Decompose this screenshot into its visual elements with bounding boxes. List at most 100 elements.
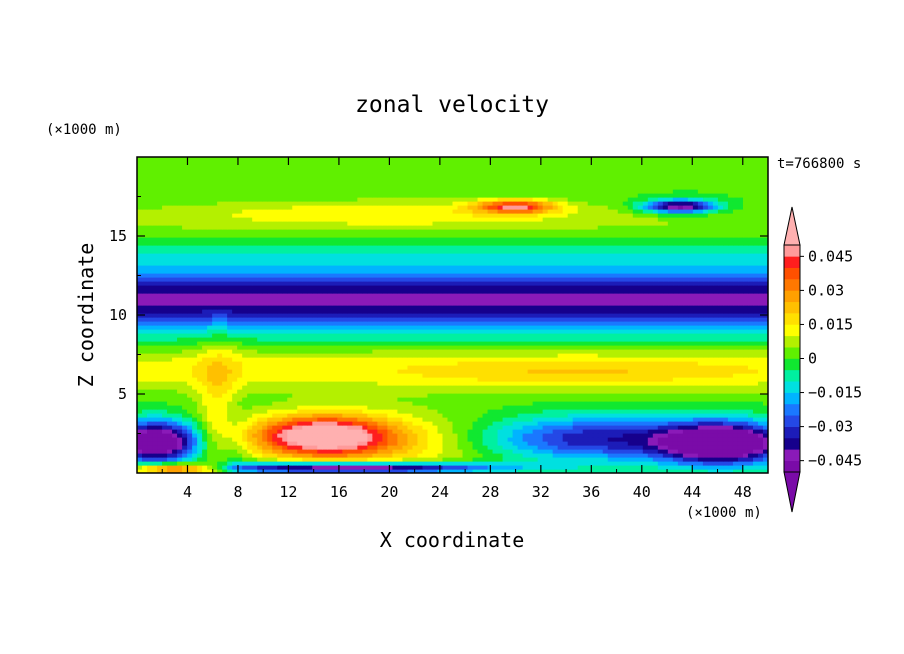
field-cell [192,457,198,462]
field-cell [392,381,399,386]
field-cell [532,317,539,322]
field-cell [292,445,298,450]
field-cell [592,357,599,362]
field-cell [207,461,213,466]
field-cell [262,353,268,358]
field-cell [707,453,714,458]
field-cell [222,417,228,422]
field-cell [447,333,454,338]
field-cell [202,453,208,458]
field-cell [357,329,363,334]
field-cell [717,457,724,462]
field-cell [432,469,439,473]
field-cell [757,349,764,354]
field-cell [322,405,328,410]
field-cell [257,361,263,366]
field-cell [507,465,514,470]
field-cell [422,325,429,330]
field-cell [462,369,469,374]
field-cell [397,349,404,354]
field-cell [262,409,268,414]
field-cell [752,317,759,322]
field-cell [442,453,449,458]
field-cell [502,453,509,458]
field-cell [332,425,338,430]
field-cell [587,341,594,346]
field-cell [532,313,539,318]
field-cell [197,429,203,434]
field-cell [757,341,764,346]
field-cell [327,365,333,370]
field-cell [662,437,669,442]
field-cell [757,345,764,350]
field-cell [742,325,749,330]
field-cell [417,369,424,374]
field-cell [157,421,163,426]
field-cell [382,445,388,450]
field-cell [752,381,759,386]
field-cell [432,357,439,362]
field-cell [212,401,218,406]
field-cell [312,421,318,426]
field-cell [632,381,639,386]
field-cell [232,361,238,366]
field-cell [462,365,469,370]
field-cell [272,449,278,454]
field-cell [642,429,649,434]
field-cell [762,437,768,442]
field-cell [562,317,569,322]
field-cell [382,437,388,442]
field-cell [647,357,654,362]
field-cell [652,365,659,370]
field-cell [452,433,459,438]
field-cell [362,405,368,410]
field-cell [532,397,539,402]
field-cell [552,345,559,350]
field-cell [397,341,404,346]
field-cell [627,461,634,466]
field-cell [472,341,479,346]
field-cell [192,409,198,414]
field-cell [652,425,659,430]
field-cell [152,389,158,394]
field-cell [752,393,759,398]
field-cell [672,441,679,446]
field-cell [322,385,328,390]
field-cell [597,445,604,450]
field-cell [417,325,424,330]
field-cell [492,417,499,422]
field-cell [172,413,178,418]
field-cell [502,405,509,410]
field-cell [392,377,399,382]
field-cell [212,325,218,330]
field-cell [642,465,649,470]
field-cell [302,333,308,338]
field-cell [632,461,639,466]
field-cell [657,445,664,450]
field-cell [577,417,584,422]
field-cell [697,453,704,458]
field-cell [567,429,574,434]
field-cell [412,317,419,322]
field-cell [462,461,469,466]
field-cell [582,421,589,426]
field-cell [672,341,679,346]
field-cell [752,429,759,434]
field-cell [547,445,554,450]
field-cell [692,469,699,473]
field-cell [562,445,569,450]
field-cell [147,457,153,462]
field-cell [262,365,268,370]
field-cell [527,417,534,422]
field-cell [517,345,524,350]
field-cell [392,445,399,450]
field-cell [187,433,193,438]
field-cell [647,401,654,406]
field-cell [182,321,188,326]
field-cell [582,345,589,350]
field-cell [167,317,173,322]
field-cell [512,353,519,358]
field-cell [277,449,283,454]
field-cell [377,437,383,442]
field-cell [727,421,734,426]
